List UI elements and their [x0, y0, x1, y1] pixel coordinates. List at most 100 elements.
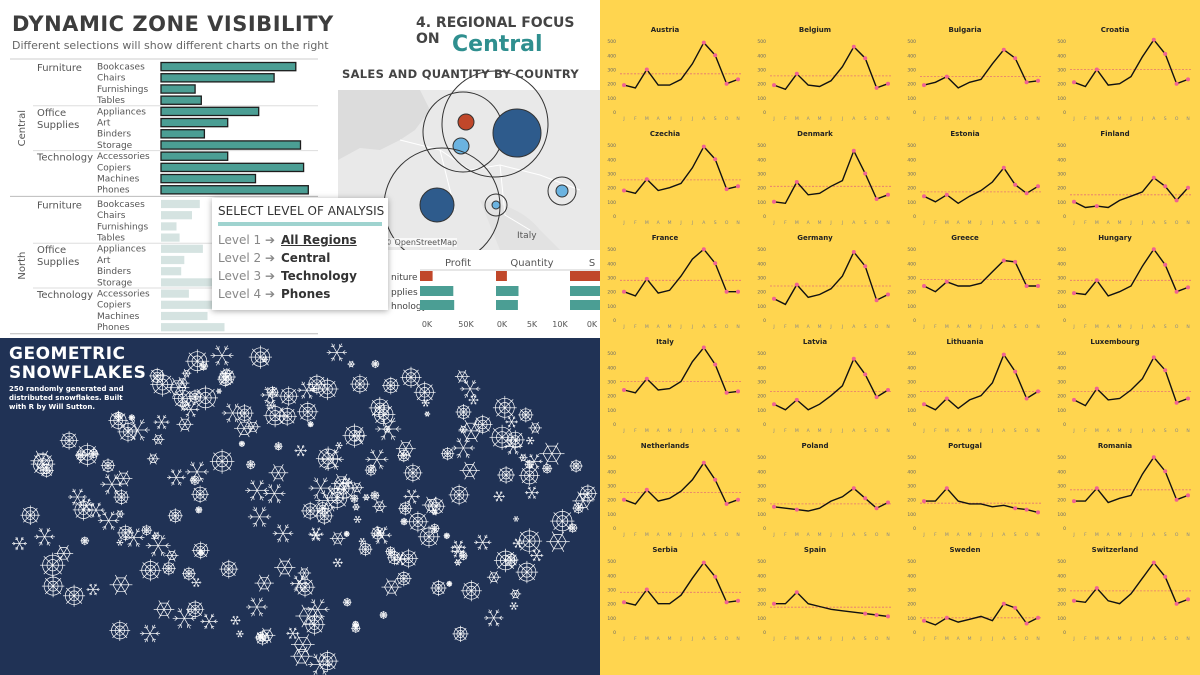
sub-bar [161, 267, 182, 276]
profit-bar [420, 271, 433, 281]
snowflake [450, 540, 467, 555]
snowflake [398, 501, 413, 516]
snowflake [109, 574, 133, 595]
series-point [794, 507, 799, 512]
snowflake [454, 558, 462, 566]
mini-row-label: hnology [391, 302, 428, 312]
series-point [1186, 493, 1190, 498]
x-tick-label: A [957, 532, 961, 538]
snowflake [246, 460, 256, 470]
snowflake [114, 470, 133, 487]
x-tick-label: M [818, 636, 822, 642]
level-2-option[interactable]: Level 2 ➔ Central [218, 251, 331, 265]
y-tick-label: 100 [1057, 304, 1066, 310]
series-point [874, 395, 879, 400]
y-tick-label: 100 [607, 616, 616, 622]
x-tick-label: A [1152, 532, 1156, 538]
snowflake [238, 440, 245, 447]
x-tick-label: O [875, 116, 879, 122]
country-title: Lithuania [946, 338, 983, 346]
snowflake [209, 449, 235, 474]
x-tick-label: J [1072, 116, 1074, 122]
x-tick-label: J [841, 324, 843, 330]
category-label: Supplies [37, 120, 79, 131]
y-tick-label: 300 [1057, 68, 1066, 74]
x-tick-label: F [784, 636, 787, 642]
y-tick-label: 0 [1063, 526, 1066, 532]
sub-bar [161, 244, 203, 253]
x-tick-label: N [736, 324, 739, 330]
y-tick-label: 300 [907, 276, 916, 282]
x-tick-label: S [1014, 220, 1017, 226]
x-tick-label: M [795, 116, 799, 122]
y-tick-label: 400 [1057, 157, 1066, 163]
country-title: Latvia [803, 338, 827, 346]
y-tick-label: 200 [757, 602, 766, 608]
series-line [623, 41, 739, 89]
country-chart: Poland 0 100 200 300 400 500 J F M A M J J A S O N [757, 442, 892, 538]
series-point [1013, 369, 1018, 374]
x-tick-label: M [945, 324, 949, 330]
y-tick-label: 400 [757, 261, 766, 267]
y-tick-label: 400 [607, 573, 616, 579]
country-chart: Czechia 0 100 200 300 400 500 J F M A M J J A S O N [607, 130, 742, 226]
snowflake [424, 411, 431, 417]
level-1-option[interactable]: Level 1 ➔ All Regions [218, 233, 357, 247]
snowflake [382, 376, 400, 395]
series-point [701, 560, 706, 565]
y-tick-label: 500 [607, 247, 616, 253]
y-tick-label: 500 [907, 247, 916, 253]
y-tick-label: 200 [757, 82, 766, 88]
snowflake [486, 570, 501, 584]
level-3-option[interactable]: Level 3 ➔ Technology [218, 269, 357, 283]
x-tick-label: M [818, 116, 822, 122]
y-tick-label: 0 [613, 318, 616, 324]
subcategory-label: Copiers [97, 163, 131, 173]
x-tick-label: A [1002, 636, 1006, 642]
y-tick-label: 100 [907, 200, 916, 206]
x-tick-label: A [657, 116, 661, 122]
series-point [1163, 184, 1168, 189]
snowflake [263, 404, 287, 428]
x-tick-label: A [1002, 116, 1006, 122]
x-tick-label: N [886, 636, 889, 642]
x-tick-label: J [829, 532, 831, 538]
country-title: Finland [1100, 130, 1129, 138]
x-tick-label: J [691, 324, 693, 330]
x-tick-label: J [1141, 636, 1143, 642]
x-tick-label: J [772, 636, 774, 642]
map-bubble [491, 200, 501, 210]
level-4-option[interactable]: Level 4 ➔ Phones [218, 287, 331, 301]
x-tick-label: J [679, 324, 681, 330]
country-title: Bulgaria [948, 26, 981, 34]
series-point [622, 600, 626, 605]
dashboard-title: DYNAMIC ZONE VISIBILITY [12, 12, 334, 36]
x-tick-label: M [1118, 220, 1122, 226]
series-line [773, 45, 889, 91]
x-tick-label: F [784, 220, 787, 226]
x-tick-label: J [979, 324, 981, 330]
y-tick-label: 200 [1057, 498, 1066, 504]
snowflake [161, 561, 176, 576]
snowflake [167, 508, 183, 524]
x-tick-label: J [991, 116, 993, 122]
snowflake [526, 436, 535, 445]
y-tick-label: 300 [607, 276, 616, 282]
sub-bar [161, 222, 177, 231]
series-point [1186, 185, 1190, 190]
x-tick-label: S [714, 220, 717, 226]
series-point [922, 402, 926, 407]
mini-axis-label: 0K [587, 320, 598, 329]
y-tick-label: 500 [607, 351, 616, 357]
snowflake [459, 461, 480, 480]
sub-bar [161, 211, 192, 220]
snowflake [290, 646, 313, 666]
subcategory-label: Furnishings [97, 222, 148, 232]
snowflake [484, 609, 504, 627]
series-point [772, 601, 776, 606]
series-point [1072, 499, 1076, 504]
country-chart: Switzerland 0 100 200 300 400 500 J F M A M J J A S O N [1057, 546, 1192, 642]
series-point [851, 44, 856, 49]
x-tick-label: S [714, 428, 717, 434]
snowflake [268, 464, 289, 482]
